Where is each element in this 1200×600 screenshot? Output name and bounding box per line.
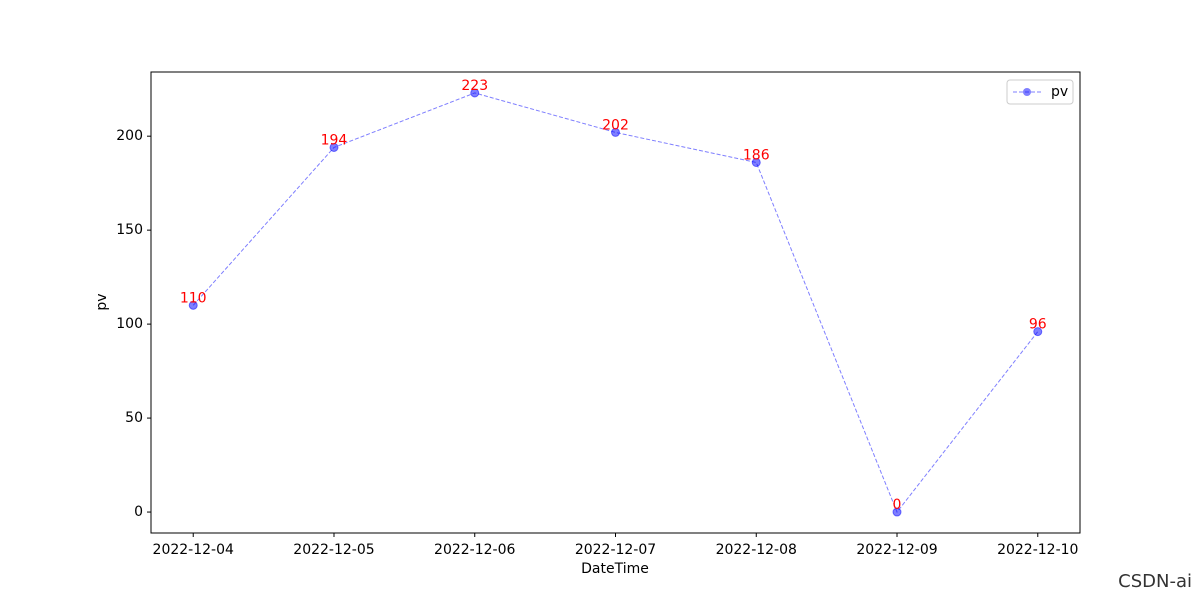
y-tick-label: 50 xyxy=(125,410,143,426)
point xyxy=(470,88,480,98)
data-label: 194 xyxy=(321,132,348,148)
x-tick-label: 2022-12-10 xyxy=(997,542,1078,558)
data-label: 96 xyxy=(1029,317,1047,333)
legend-label: pv xyxy=(1051,84,1068,100)
x-tick-label: 2022-12-05 xyxy=(293,542,374,558)
x-tick-label: 2022-12-04 xyxy=(153,542,234,558)
y-tick-label: 0 xyxy=(134,504,143,520)
series-line xyxy=(192,92,1039,514)
watermark: CSDN-ai xyxy=(1118,571,1192,592)
y-axis-label: pv xyxy=(94,293,110,310)
y-tick-label: 100 xyxy=(116,316,143,332)
point xyxy=(751,157,761,167)
x-tick-label: 2022-12-08 xyxy=(716,542,797,558)
point xyxy=(188,300,198,310)
point xyxy=(1033,327,1043,337)
y-tick-label: 200 xyxy=(116,128,143,144)
y-tick-label: 150 xyxy=(116,222,143,238)
x-tick-label: 2022-12-09 xyxy=(856,542,937,558)
x-axis-label: DateTime xyxy=(581,561,649,577)
data-label: 223 xyxy=(461,78,488,94)
data-label: 202 xyxy=(602,117,629,133)
data-label: 0 xyxy=(893,497,902,513)
x-tick-label: 2022-12-07 xyxy=(575,542,656,558)
data-label: 186 xyxy=(743,147,770,163)
x-tick-label: 2022-12-06 xyxy=(434,542,515,558)
point xyxy=(892,507,902,517)
point xyxy=(611,127,620,137)
plot-frame xyxy=(150,71,1081,534)
point xyxy=(329,142,339,152)
legend-marker xyxy=(1023,88,1031,96)
data-label: 110 xyxy=(180,290,207,306)
